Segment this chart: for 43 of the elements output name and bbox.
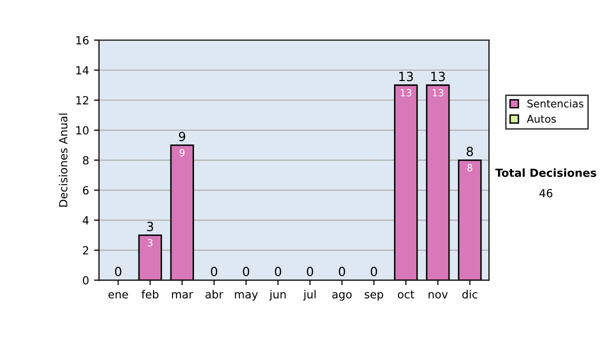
x-tick-label: ene [108, 292, 128, 298]
data-label: 13 [432, 89, 444, 96]
x-tick-label: dic [462, 290, 478, 298]
text: Total Decisiones [495, 168, 596, 177]
y-tick-label: 2 [83, 246, 88, 254]
y-tick-label: 16 [76, 36, 89, 44]
y-tick-label: 8 [82, 156, 89, 165]
total-label: 0 [306, 266, 314, 276]
total-label: 0 [210, 266, 218, 276]
total-label: 0 [115, 266, 122, 276]
x-tick-label: jun [269, 290, 286, 301]
y-tick-label: 0 [82, 276, 89, 285]
x-tick-label: nov [428, 292, 448, 298]
data-label: 9 [180, 149, 185, 156]
total-label: 8 [466, 146, 473, 156]
total-label: 13 [399, 72, 413, 82]
x-tick-label: feb [142, 290, 158, 298]
data-label: 3 [148, 239, 152, 246]
y-tick-label: 4 [82, 216, 89, 224]
y-axis-title: Decisiones Anual [58, 114, 68, 207]
y-tick-label: 12 [76, 96, 88, 104]
y-tick-label: 14 [76, 66, 89, 74]
x-tick-label: jul [303, 290, 316, 301]
total-label: 13 [431, 72, 445, 82]
total-label: 0 [274, 266, 282, 276]
x-tick-label: abr [206, 290, 224, 298]
x-tick-label: oct [398, 290, 414, 298]
x-tick-label: sep [364, 292, 384, 301]
legend-label: Sentencias [527, 99, 584, 108]
total-label: 0 [370, 266, 378, 276]
total-label: 0 [338, 266, 346, 276]
x-tick-label: ago [332, 292, 352, 301]
y-tick-label: 6 [82, 186, 89, 195]
data-label: 13 [400, 89, 412, 96]
total-label: 3 [147, 222, 154, 232]
x-tick-label: mar [172, 292, 194, 298]
text: 46 [539, 188, 552, 198]
x-tick-label: may [234, 292, 258, 301]
total-label: 0 [242, 266, 250, 276]
data-label: 8 [467, 164, 472, 172]
total-label: 9 [178, 132, 186, 142]
legend-label: Autos [526, 115, 556, 123]
y-tick-label: 10 [76, 126, 89, 135]
